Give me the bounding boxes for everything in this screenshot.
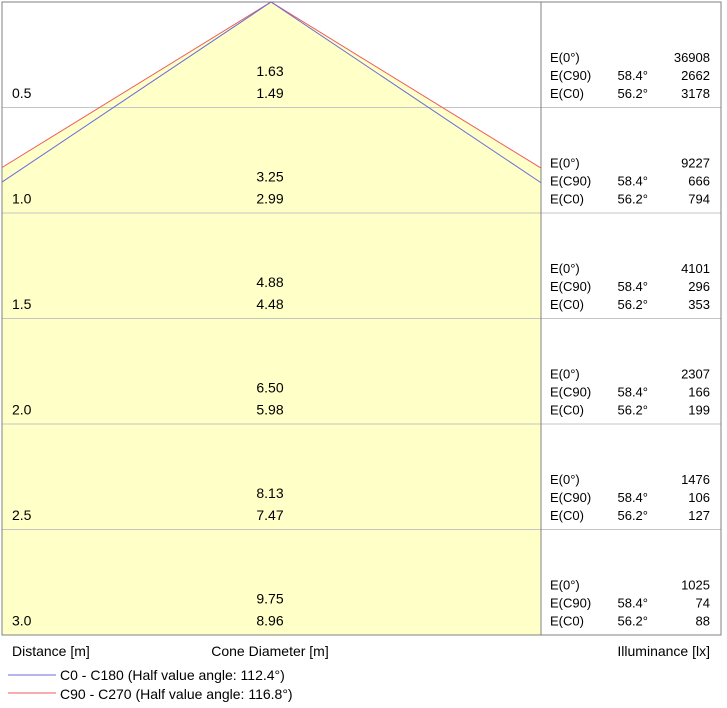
distance-value: 2.5 <box>12 507 32 523</box>
distance-value: 3.0 <box>12 613 32 629</box>
illuminance-label-ec90: E(C90) <box>550 490 591 505</box>
diameter-c90-value: 1.63 <box>256 63 283 79</box>
illuminance-label-e0: E(0°) <box>550 367 580 382</box>
illuminance-value-ec90: 296 <box>688 279 710 294</box>
diameter-c0-value: 5.98 <box>256 402 283 418</box>
illuminance-value-ec0: 88 <box>696 614 710 629</box>
illuminance-label-ec0: E(C0) <box>550 192 584 207</box>
illuminance-label-ec0: E(C0) <box>550 614 584 629</box>
axis-label-illuminance: Illuminance [lx] <box>617 643 710 659</box>
illuminance-label-e0: E(0°) <box>550 261 580 276</box>
illuminance-value-e0: 4101 <box>681 261 710 276</box>
diameter-c0-value: 7.47 <box>256 507 283 523</box>
illuminance-label-ec0: E(C0) <box>550 297 584 312</box>
illuminance-value-e0: 1025 <box>681 578 710 593</box>
illuminance-label-ec90: E(C90) <box>550 596 591 611</box>
cone-lines-layer <box>1 1 542 184</box>
distance-value: 0.5 <box>12 85 32 101</box>
illuminance-value-ec90: 74 <box>696 596 710 611</box>
illuminance-value-ec0: 353 <box>688 297 710 312</box>
illuminance-angle-ec0: 56.2° <box>617 403 648 418</box>
diameter-c0-value: 2.99 <box>256 191 283 207</box>
labels-layer: 0.5 1.63 1.49 E(0°) 36908 E(C90) 58.4° 2662 E(C0… <box>12 50 710 629</box>
illuminance-label-e0: E(0°) <box>550 156 580 171</box>
illuminance-angle-ec0: 56.2° <box>617 614 648 629</box>
illuminance-value-ec0: 3178 <box>681 86 710 101</box>
illuminance-angle-ec90: 58.4° <box>617 490 648 505</box>
diameter-c90-value: 3.25 <box>256 169 283 185</box>
illuminance-label-ec0: E(C0) <box>550 508 584 523</box>
illuminance-value-e0: 2307 <box>681 367 710 382</box>
distance-value: 1.0 <box>12 191 32 207</box>
illuminance-label-e0: E(0°) <box>550 50 580 65</box>
illuminance-angle-ec0: 56.2° <box>617 297 648 312</box>
illuminance-angle-ec90: 58.4° <box>617 279 648 294</box>
diameter-c0-value: 1.49 <box>256 85 283 101</box>
distance-value: 1.5 <box>12 296 32 312</box>
illuminance-label-e0: E(0°) <box>550 578 580 593</box>
illuminance-value-e0: 36908 <box>674 50 710 65</box>
illuminance-value-ec90: 166 <box>688 385 710 400</box>
diameter-c0-value: 4.48 <box>256 296 283 312</box>
axis-label-cone-diameter: Cone Diameter [m] <box>211 643 328 659</box>
diameter-c90-value: 9.75 <box>256 591 283 607</box>
illuminance-value-ec0: 794 <box>688 192 710 207</box>
illuminance-label-e0: E(0°) <box>550 472 580 487</box>
legend-label-c90: C90 - C270 (Half value angle: 116.8°) <box>60 686 293 702</box>
illuminance-value-ec90: 666 <box>688 174 710 189</box>
legend-label-c0: C0 - C180 (Half value angle: 112.4°) <box>60 667 285 683</box>
illuminance-angle-ec0: 56.2° <box>617 192 648 207</box>
illuminance-angle-ec90: 58.4° <box>617 385 648 400</box>
distance-value: 2.0 <box>12 402 32 418</box>
illuminance-angle-ec0: 56.2° <box>617 86 648 101</box>
illuminance-angle-ec90: 58.4° <box>617 596 648 611</box>
illuminance-value-ec0: 127 <box>688 508 710 523</box>
illuminance-value-e0: 1476 <box>681 472 710 487</box>
illuminance-angle-ec0: 56.2° <box>617 508 648 523</box>
diameter-c90-value: 6.50 <box>256 380 283 396</box>
illuminance-value-ec90: 2662 <box>681 68 710 83</box>
illuminance-value-ec0: 199 <box>688 403 710 418</box>
illuminance-label-ec90: E(C90) <box>550 174 591 189</box>
illuminance-label-ec0: E(C0) <box>550 86 584 101</box>
illuminance-angle-ec90: 58.4° <box>617 68 648 83</box>
cone-line-c0-c180 <box>1 1 542 184</box>
diameter-c90-value: 4.88 <box>256 274 283 290</box>
illuminance-angle-ec90: 58.4° <box>617 174 648 189</box>
illuminance-label-ec0: E(C0) <box>550 403 584 418</box>
grid-layer <box>1 1 722 636</box>
axis-label-distance: Distance [m] <box>12 643 90 659</box>
diameter-c90-value: 8.13 <box>256 485 283 501</box>
illuminance-value-e0: 9227 <box>681 156 710 171</box>
illuminance-value-ec90: 106 <box>688 490 710 505</box>
illuminance-label-ec90: E(C90) <box>550 279 591 294</box>
illuminance-label-ec90: E(C90) <box>550 68 591 83</box>
diameter-c0-value: 8.96 <box>256 613 283 629</box>
diagram-frame <box>1 1 722 636</box>
illuminance-label-ec90: E(C90) <box>550 385 591 400</box>
legend: C0 - C180 (Half value angle: 112.4°) C90… <box>8 667 293 702</box>
